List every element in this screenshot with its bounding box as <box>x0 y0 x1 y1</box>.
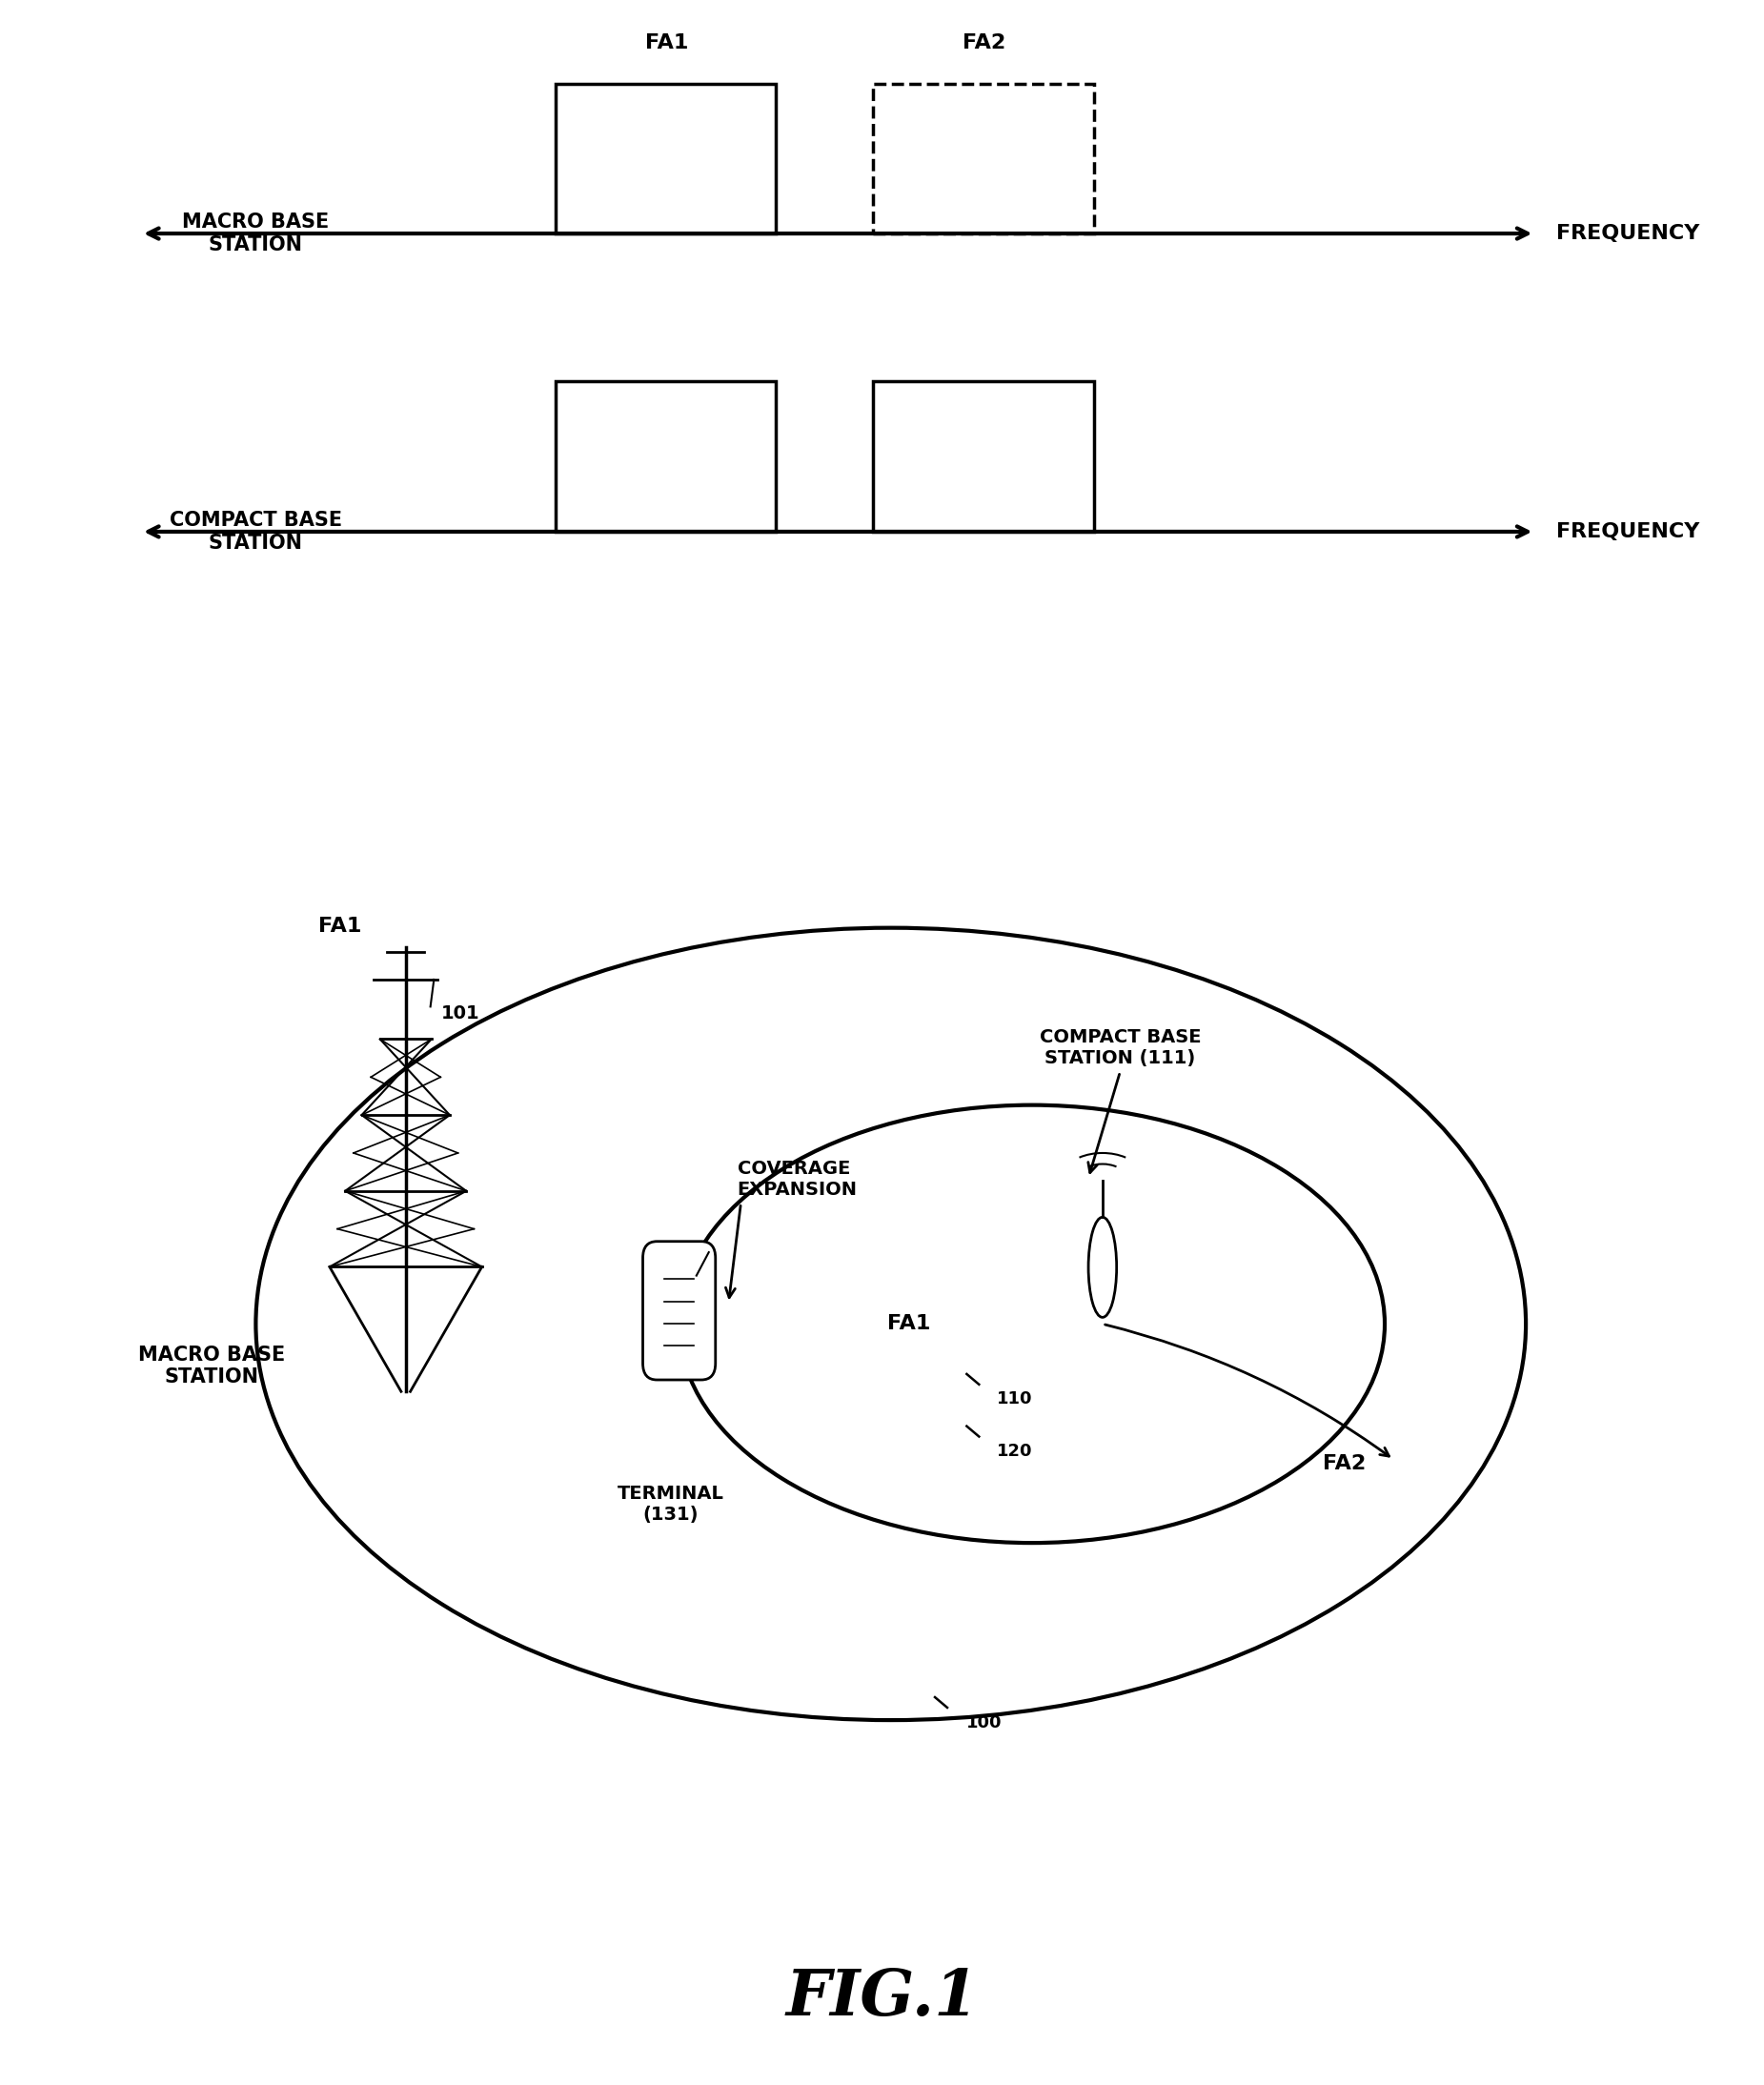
Text: FREQUENCY: FREQUENCY <box>1556 521 1699 542</box>
Ellipse shape <box>256 928 1526 1720</box>
Text: 101: 101 <box>441 1005 480 1024</box>
Ellipse shape <box>679 1105 1385 1543</box>
Text: FA1: FA1 <box>887 1314 930 1334</box>
Text: FREQUENCY: FREQUENCY <box>1556 223 1699 244</box>
Text: 110: 110 <box>997 1391 1032 1407</box>
Text: FIG.1: FIG.1 <box>785 1966 979 2029</box>
Text: FA1: FA1 <box>318 917 362 936</box>
Text: FA2: FA2 <box>963 33 1005 52</box>
Text: 120: 120 <box>997 1443 1032 1459</box>
Bar <box>556 83 776 234</box>
Text: COVERAGE
EXPANSION: COVERAGE EXPANSION <box>737 1159 857 1199</box>
Text: COMPACT BASE
STATION: COMPACT BASE STATION <box>169 511 342 553</box>
Ellipse shape <box>1088 1218 1117 1318</box>
Bar <box>873 83 1094 234</box>
Text: FA1: FA1 <box>646 33 688 52</box>
Bar <box>873 382 1094 532</box>
Text: FA2: FA2 <box>1323 1453 1365 1474</box>
Bar <box>556 382 776 532</box>
Text: MACRO BASE
STATION: MACRO BASE STATION <box>182 213 330 254</box>
Text: TERMINAL
(131): TERMINAL (131) <box>617 1485 723 1524</box>
Text: MACRO BASE
STATION: MACRO BASE STATION <box>138 1345 286 1387</box>
Text: 100: 100 <box>967 1714 1002 1731</box>
Text: COMPACT BASE
STATION (111): COMPACT BASE STATION (111) <box>1039 1028 1201 1068</box>
FancyBboxPatch shape <box>642 1241 716 1380</box>
